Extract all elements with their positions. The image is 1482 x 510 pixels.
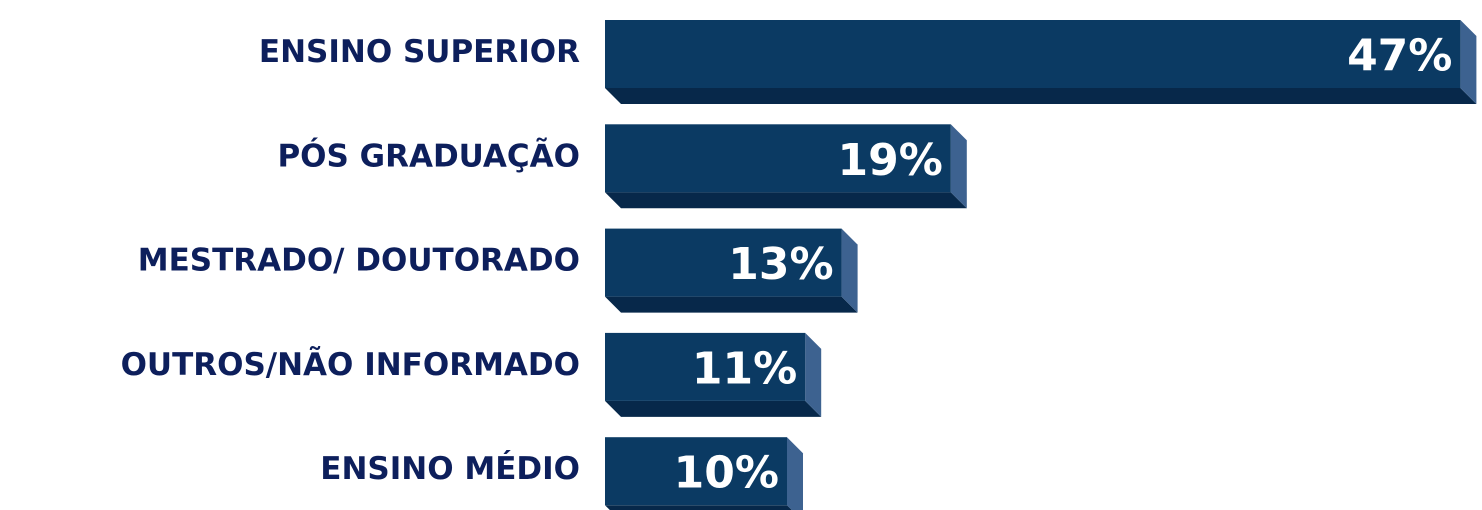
bar-bottom	[605, 296, 858, 313]
value-label: 19%	[837, 135, 942, 186]
bar	[605, 124, 951, 193]
bar-side	[787, 437, 803, 510]
bar-side	[950, 124, 967, 209]
category-label: OUTROS/NÃO INFORMADO	[121, 346, 580, 383]
value-label: 47%	[1347, 31, 1452, 82]
bar-side	[1460, 20, 1477, 104]
bar-bottom	[605, 88, 1477, 104]
value-label: 13%	[728, 239, 833, 290]
bar	[605, 228, 842, 297]
bar	[605, 332, 806, 401]
bar-side	[841, 228, 858, 313]
category-label: ENSINO MÉDIO	[320, 451, 580, 487]
category-label: PÓS GRADUAÇÃO	[277, 137, 580, 174]
bar	[605, 20, 1461, 88]
category-label: ENSINO SUPERIOR	[259, 34, 580, 70]
bar-side	[805, 332, 822, 417]
category-label: MESTRADO/ DOUTORADO	[138, 243, 580, 279]
bar-bottom	[605, 192, 967, 209]
bar	[605, 437, 787, 506]
bar-bottom	[605, 400, 822, 417]
bar-bottom	[605, 505, 792, 510]
value-label: 11%	[692, 343, 797, 394]
value-label: 10%	[674, 448, 779, 499]
